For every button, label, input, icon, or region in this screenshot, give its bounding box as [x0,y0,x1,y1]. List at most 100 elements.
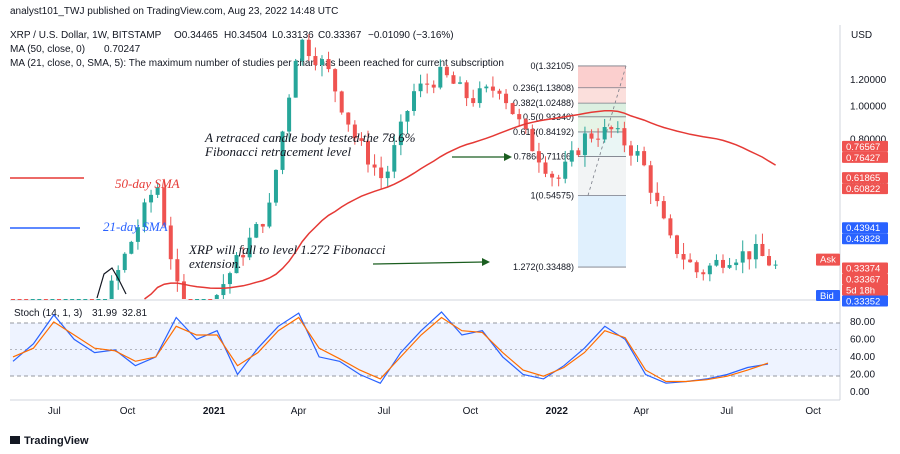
price-tag-label: 0.43828 [846,234,880,245]
candle-body [392,145,397,172]
candle-body [43,299,48,300]
price-tag-box [842,151,888,163]
candle-body [63,299,68,300]
price-tag-label: 0.76427 [846,153,880,164]
time-tick: Jul [720,406,733,417]
price-tag-box [842,140,888,152]
candle-body [372,164,377,168]
candle-body [602,127,607,140]
time-axis: Jul Oct 2021 Apr Jul Oct 2022 Apr Jul Oct [48,406,821,417]
candle-body [438,66,443,88]
fib-label: 0.236(1.13808) [513,83,574,93]
time-tick: Apr [291,406,307,417]
candle-body [116,270,121,281]
stoch-tick: 0.00 [850,387,870,398]
stoch-tick: 40.00 [850,352,875,363]
ohlc-open: O0.34465 [174,30,218,41]
price-tag-label: 0.60822 [846,184,880,195]
candle-body [615,128,620,130]
price-tag-label: 0.33367 [846,275,880,286]
candle-body [477,88,482,104]
candle-body [50,299,55,300]
fib-label: 1(0.54575) [530,190,574,200]
retrace-note-line1: A retraced candle body tested the 78.6% [204,130,416,145]
candle-body [254,224,259,238]
ohlc-high: H0.34504 [224,30,268,41]
candle-body [149,194,154,203]
candle-body [333,69,338,92]
candle-body [576,150,581,156]
fib-zone [578,156,626,196]
fib-label: 0.618(0.84192) [513,127,574,137]
tv-logo-icon [10,436,20,444]
candle-body [510,103,515,115]
candle-body [227,273,232,285]
price-tag-label: 5d 18h [846,286,875,297]
candle-body [530,129,535,152]
fib-label: 1.272(0.33488) [513,262,574,272]
price-tag-label: 0.43941 [846,223,880,234]
candle-body [175,259,180,282]
candle-body [313,56,318,66]
candle-body [622,128,627,146]
fib-label: 0.786(0.71166) [514,152,574,162]
arrow-line [372,261,485,265]
candle-body [267,202,272,227]
candle-body [431,84,436,88]
ohlc-low: L0.33136 [272,30,314,41]
candle-body [241,255,246,258]
candle-body [642,151,647,166]
sma21-note: 21-day SMA [103,219,168,234]
candle-body [418,83,423,92]
candle-body [96,299,101,300]
fib-zone [578,103,626,117]
candle-body [346,112,351,125]
candle-body [589,133,594,139]
time-tick: Oct [463,406,479,417]
candle-body [300,39,305,61]
fib-label: 0(1.32105) [530,61,574,71]
candle-body [142,202,147,228]
candle-body [471,98,476,104]
pattern-sketch [96,267,127,299]
candle-body [674,235,679,255]
bid-label: Bid [820,291,834,302]
fall-note-line1: XRP will fall to level 1.272 Fibonacci [188,242,386,257]
candle-body [352,124,357,139]
price-tag-box [842,262,888,274]
stoch-tick: 20.00 [850,369,875,380]
sma50-line [144,110,776,300]
candle-body [214,295,219,299]
candle-body [727,265,732,268]
stoch-k-value: 31.99 [92,308,117,319]
fib-zone [578,87,626,104]
arrow-head [482,258,490,266]
fibonacci-tool[interactable]: 0(1.32105) 0.236(1.13808) 0.382(1.02488) 0.… [513,61,627,272]
candle-body [497,90,502,94]
candle-body [747,251,752,260]
candle-body [37,299,42,300]
candle-body [635,151,640,156]
candle-body [543,162,548,174]
price-tick: 1.20000 [850,75,887,86]
candle-body [379,167,384,179]
candle-body [484,86,489,89]
candle-body [444,66,449,76]
candle-body [122,253,127,271]
stoch-d-value: 32.81 [122,308,147,319]
candle-body [701,272,706,275]
candle-body [681,254,686,260]
candlestick-series [11,34,778,300]
candle-body [103,299,108,300]
candle-body [655,192,660,202]
symbol-title: XRP / U.S. Dollar, 1W, BITSTAMP [10,30,162,41]
candle-body [188,299,193,300]
stoch-tick: 60.00 [850,334,875,345]
candle-body [596,138,601,140]
price-tag-box [842,273,888,285]
candle-body [89,299,94,300]
fib-label: 0.5(0.93340) [523,112,574,122]
candle-body [155,187,160,195]
candle-body [306,39,311,57]
